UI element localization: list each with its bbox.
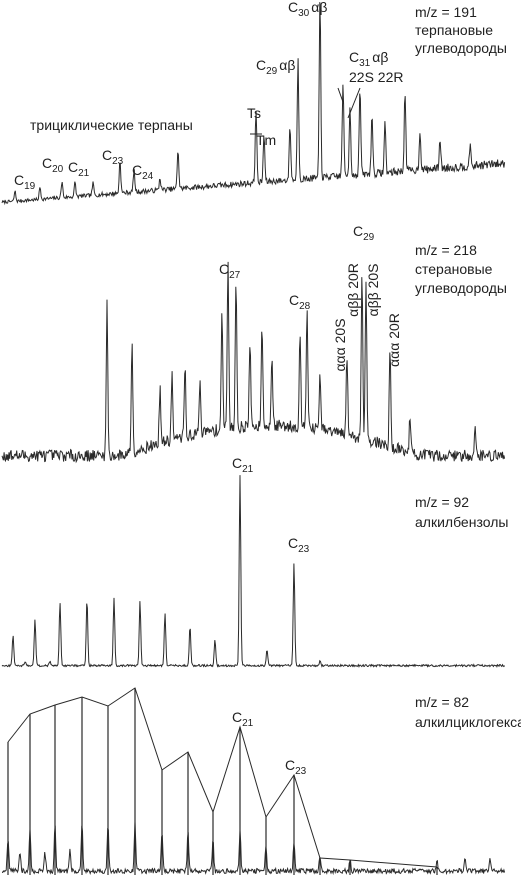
peak-label: αββ 20R [345, 263, 361, 317]
class-label: алкилбензолы [415, 514, 508, 530]
label-sub: 20 [52, 164, 64, 175]
peak-label: C21 [232, 455, 254, 475]
label-main: C [353, 223, 363, 239]
label-main: Tm [256, 132, 276, 148]
label-main: C [288, 535, 298, 551]
class-label: углеводороды [415, 40, 507, 56]
label-sub: 19 [24, 181, 36, 192]
label-sub: 29 [266, 66, 278, 77]
peak-label: Ts [247, 105, 261, 121]
label-main: C [232, 455, 242, 471]
label-sub: 24 [142, 171, 154, 182]
arrow [347, 87, 361, 119]
label-main: 22S 22R [349, 69, 403, 85]
label-main: C [102, 147, 112, 163]
label-main: C [285, 757, 295, 773]
peak-label: ααα 20S [332, 318, 348, 371]
trace-82 [1, 821, 506, 876]
label-main: αββ 20S [365, 264, 381, 317]
peak-label: C21 [232, 709, 254, 729]
class-label: алкилциклогексаны [415, 714, 521, 730]
envelope [7, 687, 438, 868]
peak-label: αββ 20S [365, 264, 381, 317]
label-main: C [232, 709, 242, 725]
peak-label: C23 [102, 147, 124, 167]
ion-label: m/z = 218 [415, 242, 477, 258]
label-suffix: αβ [279, 57, 295, 73]
label-main: αββ 20R [345, 263, 361, 317]
label-sub: 23 [295, 766, 307, 777]
peak-label: C23 [285, 757, 307, 777]
label-sub: 21 [242, 464, 254, 475]
group-label: трициклические терпаны [30, 117, 193, 133]
trace-218 [1, 261, 506, 464]
ion-label: m/z = 191 [415, 4, 477, 20]
peak-label: ααα 20R [386, 313, 402, 367]
label-main: ααα 20S [332, 318, 348, 371]
label-main: C [289, 292, 299, 308]
peak-label: C30 αβ [288, 0, 327, 19]
label-main: C [256, 57, 266, 73]
peak-label: C20 [42, 155, 64, 175]
class-label: углеводороды [415, 280, 507, 296]
trace-191 [1, 2, 506, 206]
peak-label: C23 [288, 535, 310, 555]
label-sub: 23 [298, 544, 310, 555]
label-suffix: αβ [372, 49, 388, 65]
label-sub: 21 [242, 718, 254, 729]
peak-label: Tm [256, 132, 276, 148]
label-sub: 23 [112, 156, 124, 167]
peak-label: 22S 22R [349, 69, 403, 85]
peak-label: C21 [68, 159, 90, 179]
label-main: ααα 20R [386, 313, 402, 367]
label-main: C [14, 172, 24, 188]
ion-label: m/z = 82 [415, 694, 469, 710]
label-sub: 30 [298, 8, 310, 19]
label-sub: 27 [229, 270, 241, 281]
label-sub: 31 [359, 58, 371, 69]
class-label: стерановые [415, 261, 493, 277]
ion-label: m/z = 92 [415, 494, 469, 510]
peak-label: C19 [14, 172, 36, 192]
peak-label: C31 αβ [349, 49, 388, 69]
peak-label: C29 [353, 223, 375, 243]
label-sub: 28 [299, 301, 311, 312]
label-main: C [349, 49, 359, 65]
label-sub: 29 [363, 232, 375, 243]
label-main: C [68, 159, 78, 175]
label-sub: 21 [78, 168, 90, 179]
class-label: терпановые [415, 22, 493, 38]
label-main: C [219, 261, 229, 277]
arrow [337, 87, 344, 103]
label-main: C [42, 155, 52, 171]
peak-label: C28 [289, 292, 311, 312]
peak-label: C27 [219, 261, 241, 281]
peak-label: C29 αβ [256, 57, 295, 77]
trace-92 [1, 475, 505, 668]
label-main: C [132, 162, 142, 178]
label-main: Ts [247, 105, 261, 121]
peak-label: C24 [132, 162, 154, 182]
label-main: C [288, 0, 298, 15]
